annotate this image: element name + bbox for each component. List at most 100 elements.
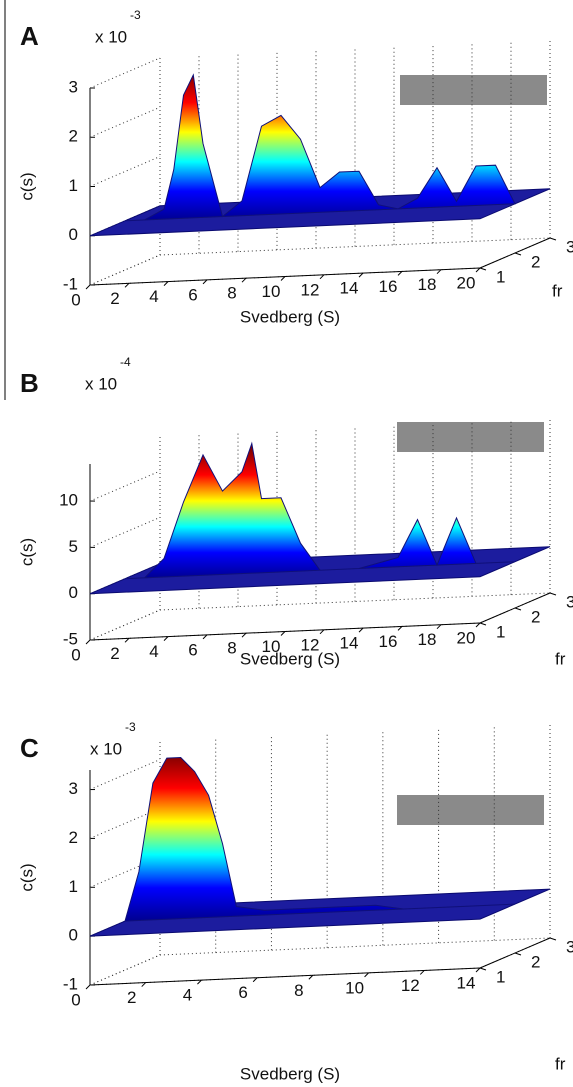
y-grid-line xyxy=(89,759,161,791)
y-tick-label: 0 xyxy=(69,225,78,244)
x-tick-label: 16 xyxy=(379,632,398,651)
z-axis-label: fr xyxy=(555,1054,566,1073)
x-tick-label: 12 xyxy=(401,976,420,995)
multiplier: x 10 xyxy=(85,374,117,393)
y-grid-line xyxy=(89,470,161,502)
y-tick-label: 0 xyxy=(69,926,78,945)
x-tick xyxy=(475,267,481,273)
x-tick xyxy=(280,631,286,636)
y-tick-label: 10 xyxy=(59,491,78,510)
z-tick xyxy=(549,237,557,241)
x-tick xyxy=(364,972,369,978)
panel-label: C xyxy=(20,733,39,763)
x-tick xyxy=(202,634,208,640)
y-tick-label: -1 xyxy=(63,974,78,993)
y-tick-label: 3 xyxy=(69,77,78,96)
exponent: -3 xyxy=(125,720,136,734)
x-tick xyxy=(397,271,403,276)
z-tick-label: 3 xyxy=(566,592,573,611)
x-tick-label: 6 xyxy=(188,640,197,659)
y-tick-label: 5 xyxy=(69,537,78,556)
y-grid-line xyxy=(89,856,161,888)
y-tick-label: 3 xyxy=(69,779,78,798)
y-axis-label: c(s) xyxy=(17,863,36,891)
exponent: -4 xyxy=(120,355,131,369)
x-tick-label: 8 xyxy=(227,284,236,303)
x-tick-label: 12 xyxy=(301,635,320,654)
z-tick-label: 3 xyxy=(566,937,573,956)
x-tick xyxy=(85,284,91,290)
z-tick-label: 2 xyxy=(531,252,540,271)
z-tick-label: 1 xyxy=(496,267,505,286)
x-tick xyxy=(358,272,364,278)
floor xyxy=(89,237,551,286)
panel-label: B xyxy=(20,368,39,398)
x-tick xyxy=(319,274,325,280)
x-tick xyxy=(419,970,425,975)
y-grid-line xyxy=(89,156,161,187)
y-grid-line xyxy=(89,807,161,839)
z-tick-label: 2 xyxy=(531,952,540,971)
x-tick-label: 0 xyxy=(71,290,80,309)
y-grid-line xyxy=(89,106,161,138)
x-tick-label: 20 xyxy=(457,628,476,647)
surface-profile xyxy=(124,73,516,222)
x-tick xyxy=(358,627,364,633)
y-grid-line xyxy=(89,57,161,89)
z-tick xyxy=(514,252,522,256)
x-tick-label: 10 xyxy=(262,282,281,301)
y-tick-label: -5 xyxy=(63,629,78,648)
x-tick-label: 12 xyxy=(301,280,320,299)
y-tick-label: 2 xyxy=(69,828,78,847)
z-tick xyxy=(479,622,487,626)
x-tick-label: 10 xyxy=(262,637,281,656)
x-tick xyxy=(280,276,286,281)
y-tick-label: 1 xyxy=(69,176,78,195)
z-tick-label: 1 xyxy=(496,967,505,986)
x-tick-label: 6 xyxy=(238,983,247,1002)
y-tick-label: -1 xyxy=(63,274,78,293)
x-tick xyxy=(436,624,442,630)
x-tick xyxy=(85,984,91,990)
x-axis-label: Svedberg (S) xyxy=(240,1064,340,1083)
x-tick-label: 14 xyxy=(340,634,359,653)
exponent: -3 xyxy=(130,8,141,22)
y-tick-label: 1 xyxy=(69,877,78,896)
x-tick-label: 2 xyxy=(110,289,119,308)
x-tick xyxy=(85,639,91,645)
x-tick xyxy=(475,967,481,973)
x-tick-label: 8 xyxy=(227,639,236,658)
x-tick-label: 4 xyxy=(149,287,158,306)
y-axis-label: c(s) xyxy=(17,538,36,566)
x-tick xyxy=(163,281,169,286)
multiplier: x 10 xyxy=(95,27,127,46)
x-tick-label: 2 xyxy=(110,644,119,663)
x-tick-label: 4 xyxy=(149,642,158,661)
z-tick xyxy=(479,267,487,271)
x-tick xyxy=(197,979,202,985)
x-tick xyxy=(397,626,403,631)
x-tick-label: 8 xyxy=(294,981,303,1000)
x-tick-label: 18 xyxy=(418,630,437,649)
x-tick-label: 0 xyxy=(71,645,80,664)
surface-profile xyxy=(124,441,516,580)
x-tick xyxy=(475,622,481,628)
x-tick-label: 10 xyxy=(345,978,364,997)
y-grid-line xyxy=(89,516,161,548)
x-tick xyxy=(202,279,208,285)
z-tick xyxy=(549,937,557,941)
x-tick xyxy=(436,269,442,275)
z-tick xyxy=(479,967,487,971)
x-tick-label: 2 xyxy=(127,988,136,1007)
x-tick xyxy=(124,637,130,643)
x-axis-label: Svedberg (S) xyxy=(240,649,340,668)
x-tick-label: 14 xyxy=(340,279,359,298)
y-grid-line xyxy=(89,254,161,286)
x-tick xyxy=(319,629,325,635)
surface-profile xyxy=(124,756,516,922)
x-tick xyxy=(163,636,169,641)
y-tick-label: 0 xyxy=(69,583,78,602)
multiplier: x 10 xyxy=(90,739,122,758)
x-tick xyxy=(241,277,247,283)
